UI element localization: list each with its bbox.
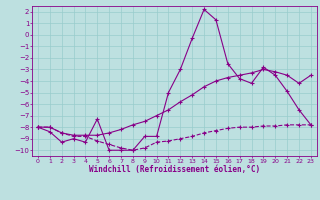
X-axis label: Windchill (Refroidissement éolien,°C): Windchill (Refroidissement éolien,°C) (89, 165, 260, 174)
